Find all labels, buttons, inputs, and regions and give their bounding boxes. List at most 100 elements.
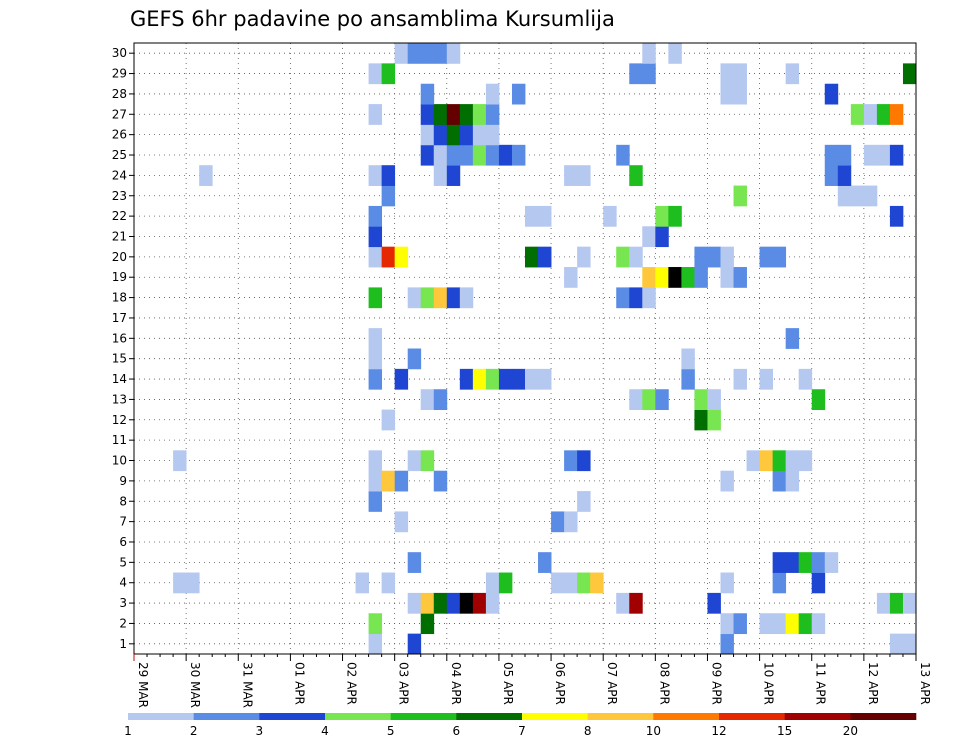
heatmap-cell [876,104,891,125]
legend-swatch [325,713,391,720]
heatmap-cell [772,470,787,492]
heatmap-cell [876,144,891,166]
heatmap-cell [485,592,500,614]
y-tick-label: 2 [119,616,127,630]
y-tick-label: 3 [119,596,127,610]
heatmap-cell [577,450,591,472]
y-tick-label: 12 [112,413,127,427]
heatmap-cell [798,613,813,635]
heatmap-cell [394,470,409,492]
x-tick-label: 29 MAR [136,662,150,708]
heatmap-cell [720,267,734,288]
heatmap-cell [824,165,839,186]
heatmap-cell [655,267,669,288]
heatmap-cell [446,592,461,614]
heatmap-cell [446,104,461,125]
y-tick-label: 4 [119,576,127,590]
heatmap-cell [785,613,800,635]
cells-layer [173,43,917,655]
heatmap-cell [459,124,474,146]
heatmap-cell [772,552,787,573]
y-tick-label: 14 [112,372,127,386]
y-tick-label: 21 [112,229,127,243]
heatmap-cell [538,552,552,573]
heatmap-cell [785,470,800,492]
color-legend: 1 2 3 4 5 6 7 8 10 12 15 20 [124,713,917,738]
heatmap-cell [902,633,917,655]
heatmap-cell [733,368,747,390]
x-tick-label: 05 APR [501,662,515,705]
legend-swatch [719,713,785,720]
y-axis: 1234567891011121314151617181920212223242… [112,46,134,651]
heatmap-cell [368,246,383,268]
heatmap-cell [837,185,852,207]
heatmap-cell [642,43,656,64]
heatmap-cell [785,63,800,85]
heatmap-cell [485,144,500,166]
heatmap-cell [485,104,500,125]
heatmap-cell [811,613,826,635]
heatmap-cell [577,491,591,512]
heatmap-cell [381,246,396,268]
legend-swatch [193,713,260,720]
heatmap-cell [485,83,500,105]
heatmap-cell [629,592,643,614]
heatmap-cell [577,572,591,594]
heatmap-cell [642,287,656,309]
heatmap-cell [186,572,200,594]
heatmap-cell [616,287,630,309]
heatmap-cell [772,246,787,268]
heatmap-cell [733,63,747,85]
heatmap-cell [433,470,448,492]
heatmap-cell [694,409,708,431]
heatmap-cell [707,389,721,410]
heatmap-cell [381,165,396,186]
heatmap-cell [472,368,487,390]
heatmap-cell [746,450,760,472]
legend-label: 5 [387,724,395,738]
heatmap-cell [889,592,904,614]
heatmap-cell [433,592,448,614]
x-tick-label: 31 MAR [240,662,254,708]
legend-label: 3 [256,724,264,738]
heatmap-cell [173,450,187,472]
heatmap-cell [407,552,422,573]
y-tick-label: 1 [119,637,127,651]
x-tick-label: 30 MAR [188,662,202,708]
legend-swatch [784,713,851,720]
heatmap-cell [902,592,917,614]
legend-label: 1 [124,724,132,738]
heatmap-cell [629,63,643,85]
legend-swatch [653,713,720,720]
legend-label: 20 [843,724,858,738]
heatmap-cell [368,450,383,472]
heatmap-cell [785,450,800,472]
y-tick-label: 22 [112,209,127,223]
heatmap-cell [511,368,526,390]
heatmap-cell [433,124,448,146]
heatmap-cell [381,409,396,431]
heatmap-cell [772,572,787,594]
legend-label: 2 [190,724,198,738]
heatmap-cell [381,63,396,85]
legend-swatch [587,713,654,720]
heatmap-cell [811,572,826,594]
heatmap-cell [355,572,369,594]
heatmap-cell [876,592,891,614]
heatmap-cell [889,144,904,166]
x-tick-label: 07 APR [605,662,619,705]
heatmap-cell [472,592,487,614]
heatmap-cell [642,226,656,248]
heatmap-cell [707,592,721,614]
legend-label: 12 [711,724,726,738]
legend-swatch [390,713,457,720]
heatmap-cell [551,572,565,594]
heatmap-cell [564,572,578,594]
legend-label: 6 [453,724,461,738]
y-tick-label: 9 [119,474,127,488]
heatmap-cell [433,165,448,186]
heatmap-cell [511,144,526,166]
heatmap-cell [472,104,487,125]
heatmap-cell [785,328,800,349]
x-tick-label: 01 APR [292,662,306,705]
